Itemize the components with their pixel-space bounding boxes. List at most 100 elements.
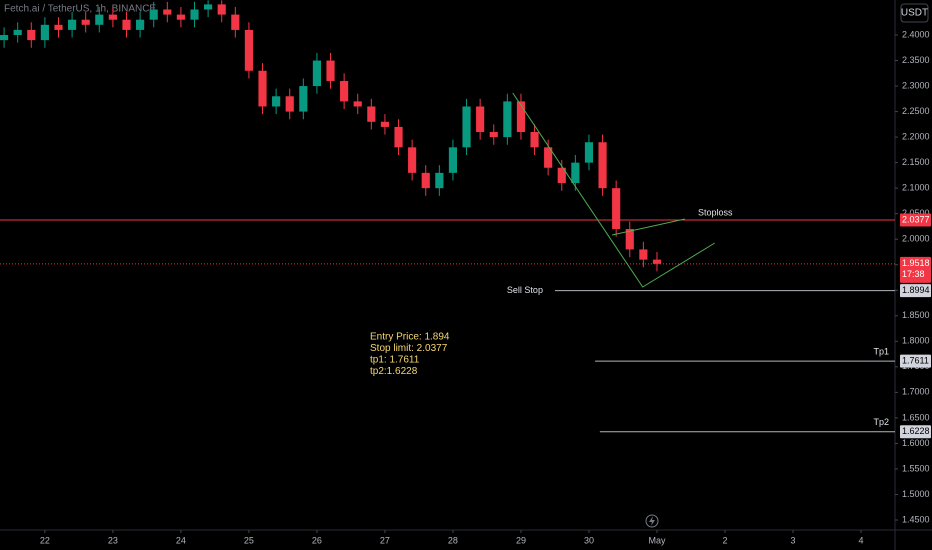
note-line: Stop limit: 2.0377 [370, 343, 448, 354]
y-tick-label: 1.8500 [902, 310, 930, 320]
replay-icon[interactable] [645, 514, 659, 528]
candle [272, 88, 281, 115]
candle [122, 12, 131, 38]
y-tick-label: 1.5000 [902, 489, 930, 499]
candle [489, 124, 498, 145]
candle [81, 12, 90, 33]
candle-body [557, 167, 566, 184]
level-tag: 1.8994 [902, 285, 930, 295]
candle [448, 139, 458, 181]
candle [571, 154, 580, 191]
candle [95, 6, 104, 33]
candle-body [299, 86, 308, 112]
candle [516, 93, 526, 140]
candle [625, 221, 634, 258]
candle-body [598, 142, 607, 189]
candle-body [54, 24, 63, 30]
candle [367, 98, 376, 130]
candle [326, 52, 335, 89]
candle-body [0, 35, 9, 41]
candle-body [204, 4, 213, 10]
candle-body [625, 229, 634, 250]
candle-body [163, 9, 172, 15]
price-tag-bg [900, 256, 931, 283]
symbol-title: Fetch.ai / TetherUS, 1h, BINANCE [4, 4, 156, 15]
candle-body [340, 80, 349, 102]
candle [380, 114, 390, 135]
level-tag: 1.6228 [902, 426, 930, 436]
candle [299, 78, 308, 120]
candle-body [448, 147, 458, 173]
candle-body [40, 24, 49, 41]
candle-body [612, 188, 621, 230]
candle-body [421, 172, 430, 189]
level-text: Stoploss [698, 207, 733, 217]
y-tick-label: 2.3000 [902, 80, 930, 90]
candle-body [367, 106, 376, 122]
candle [68, 12, 77, 38]
candle-body [326, 60, 335, 81]
candle [163, 1, 172, 23]
trendline [512, 92, 716, 288]
candle [408, 139, 417, 181]
candle [108, 6, 117, 28]
candle-body [244, 29, 253, 71]
candle-body [13, 29, 22, 36]
candle-body [176, 14, 185, 20]
x-tick-label: 2 [722, 535, 727, 545]
level-tag-bg [900, 213, 931, 227]
candle [258, 63, 267, 115]
candle [217, 0, 226, 23]
x-tick-label: 22 [40, 535, 50, 545]
y-tick-label: 1.6500 [902, 412, 930, 422]
candle-body [231, 14, 240, 30]
y-tick-label: 1.7000 [902, 387, 930, 397]
candle [176, 6, 185, 28]
candle [557, 160, 566, 191]
candle [149, 1, 158, 28]
level-tag: 1.7611 [902, 356, 929, 366]
candle-body [530, 132, 539, 148]
candle [652, 251, 662, 272]
level-text: Tp2 [873, 417, 889, 427]
candle [503, 93, 512, 145]
candle-body [462, 106, 471, 148]
candle [598, 134, 607, 196]
candle [190, 1, 199, 28]
candle-body [489, 132, 498, 138]
candle-body [544, 147, 553, 168]
candle [612, 180, 621, 237]
candle [421, 165, 430, 196]
x-tick-label: 25 [244, 535, 254, 545]
candle-body [353, 101, 362, 107]
x-tick-label: 28 [448, 535, 458, 545]
y-tick-label: 1.6000 [902, 438, 930, 448]
currency-button[interactable] [900, 3, 929, 23]
price-tag: 1.9518 [902, 258, 930, 268]
candle-body [27, 29, 36, 41]
note-line: Entry Price: 1.894 [370, 332, 450, 343]
y-tick-label: 2.3500 [902, 55, 930, 65]
candle-body [435, 172, 444, 189]
candle [231, 6, 240, 38]
candle-body [516, 101, 526, 133]
x-tick-label: 23 [108, 535, 118, 545]
level-tag-bg [900, 425, 931, 439]
level-text: Sell Stop [507, 285, 543, 295]
candle-body [122, 19, 131, 30]
candle-body [68, 19, 77, 30]
candle-body [95, 14, 104, 25]
countdown: 17:38 [902, 269, 925, 279]
candle [340, 73, 349, 110]
y-tick-label: 2.0000 [902, 234, 930, 244]
candle-body [149, 9, 158, 20]
currency[interactable]: USDT [901, 8, 928, 19]
y-tick-label: 2.2500 [902, 106, 930, 116]
y-tick-label: 2.1000 [902, 183, 930, 193]
candle [639, 241, 648, 268]
x-tick-label: May [648, 535, 666, 545]
candle-body [584, 142, 594, 163]
candle-body [136, 19, 145, 30]
candle [530, 124, 539, 155]
